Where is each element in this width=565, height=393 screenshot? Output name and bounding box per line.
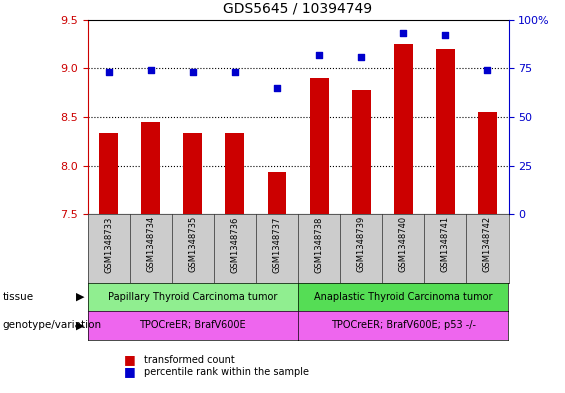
Title: GDS5645 / 10394749: GDS5645 / 10394749: [224, 2, 372, 16]
Text: ▶: ▶: [76, 292, 85, 302]
Bar: [436, 49, 455, 214]
Text: TPOCreER; BrafV600E; p53 -/-: TPOCreER; BrafV600E; p53 -/-: [331, 320, 476, 331]
Point: [146, 67, 155, 73]
Bar: [351, 90, 371, 214]
Bar: [141, 122, 160, 214]
Text: Papillary Thyroid Carcinoma tumor: Papillary Thyroid Carcinoma tumor: [108, 292, 277, 302]
Bar: [394, 44, 413, 214]
Text: GSM1348741: GSM1348741: [441, 216, 450, 272]
Text: Anaplastic Thyroid Carcinoma tumor: Anaplastic Thyroid Carcinoma tumor: [314, 292, 493, 302]
Text: TPOCreER; BrafV600E: TPOCreER; BrafV600E: [140, 320, 246, 331]
Text: ▶: ▶: [76, 320, 85, 331]
Point: [441, 32, 450, 39]
Text: tissue: tissue: [3, 292, 34, 302]
Text: genotype/variation: genotype/variation: [3, 320, 102, 331]
Point: [483, 67, 492, 73]
Text: GSM1348736: GSM1348736: [231, 216, 240, 273]
Bar: [310, 78, 329, 214]
Text: transformed count: transformed count: [144, 355, 235, 365]
Point: [272, 84, 281, 91]
Text: percentile rank within the sample: percentile rank within the sample: [144, 367, 309, 377]
Text: GSM1348734: GSM1348734: [146, 216, 155, 272]
Text: ■: ■: [124, 353, 136, 367]
Text: GSM1348738: GSM1348738: [315, 216, 324, 273]
Bar: [99, 134, 118, 214]
Bar: [267, 173, 286, 214]
Text: GSM1348737: GSM1348737: [272, 216, 281, 273]
Text: GSM1348735: GSM1348735: [188, 216, 197, 272]
Point: [399, 30, 408, 37]
Bar: [225, 134, 245, 214]
Text: GSM1348739: GSM1348739: [357, 216, 366, 272]
Point: [315, 51, 324, 58]
Point: [104, 69, 113, 75]
Point: [231, 69, 240, 75]
Text: ■: ■: [124, 365, 136, 378]
Point: [357, 53, 366, 60]
Text: GSM1348742: GSM1348742: [483, 216, 492, 272]
Bar: [478, 112, 497, 214]
Text: GSM1348733: GSM1348733: [104, 216, 113, 273]
Point: [188, 69, 197, 75]
Bar: [183, 134, 202, 214]
Text: GSM1348740: GSM1348740: [399, 216, 408, 272]
